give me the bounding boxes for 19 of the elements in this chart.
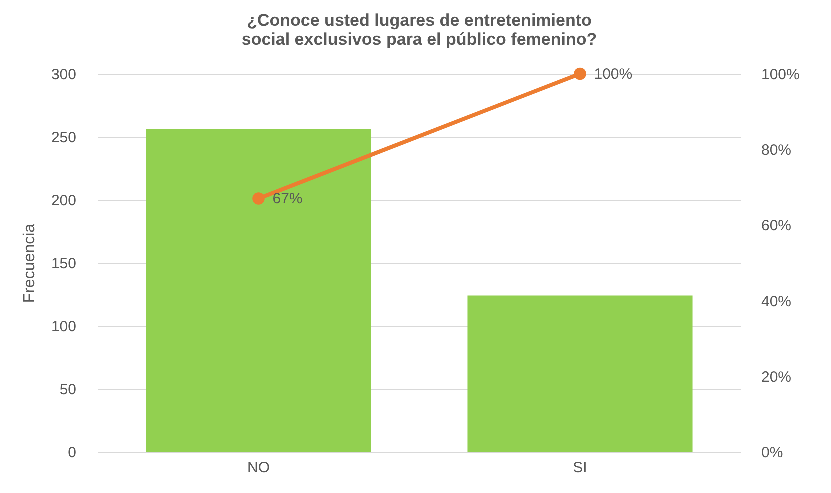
y-tick-label: 250 [51,130,76,146]
y-tick-label: 150 [51,256,76,272]
y-tick-label: 50 [60,382,76,398]
y2-tick-label: 20% [762,368,792,386]
data-label: 100% [594,66,633,83]
y-tick-label: 100 [51,318,76,336]
y-axis-title: Frecuencia [21,224,38,304]
y2-tick-label: 60% [762,218,792,235]
y-tick-label: 300 [51,66,76,84]
y2-tick-label: 100% [762,66,800,84]
x-tick-label: NO [248,460,270,476]
y-tick-label: 0 [68,444,76,462]
x-tick-label: SI [573,460,588,476]
data-label: 67% [272,190,303,208]
y-tick-label: 200 [51,192,76,210]
y2-tick-label: 80% [762,142,792,160]
y2-tick-label: 40% [762,293,792,310]
chart-title: ¿Conoce usted lugares de entretenimiento social exclusivos para el público femenino? [242,11,598,49]
y2-tick-label: 0% [762,444,784,462]
